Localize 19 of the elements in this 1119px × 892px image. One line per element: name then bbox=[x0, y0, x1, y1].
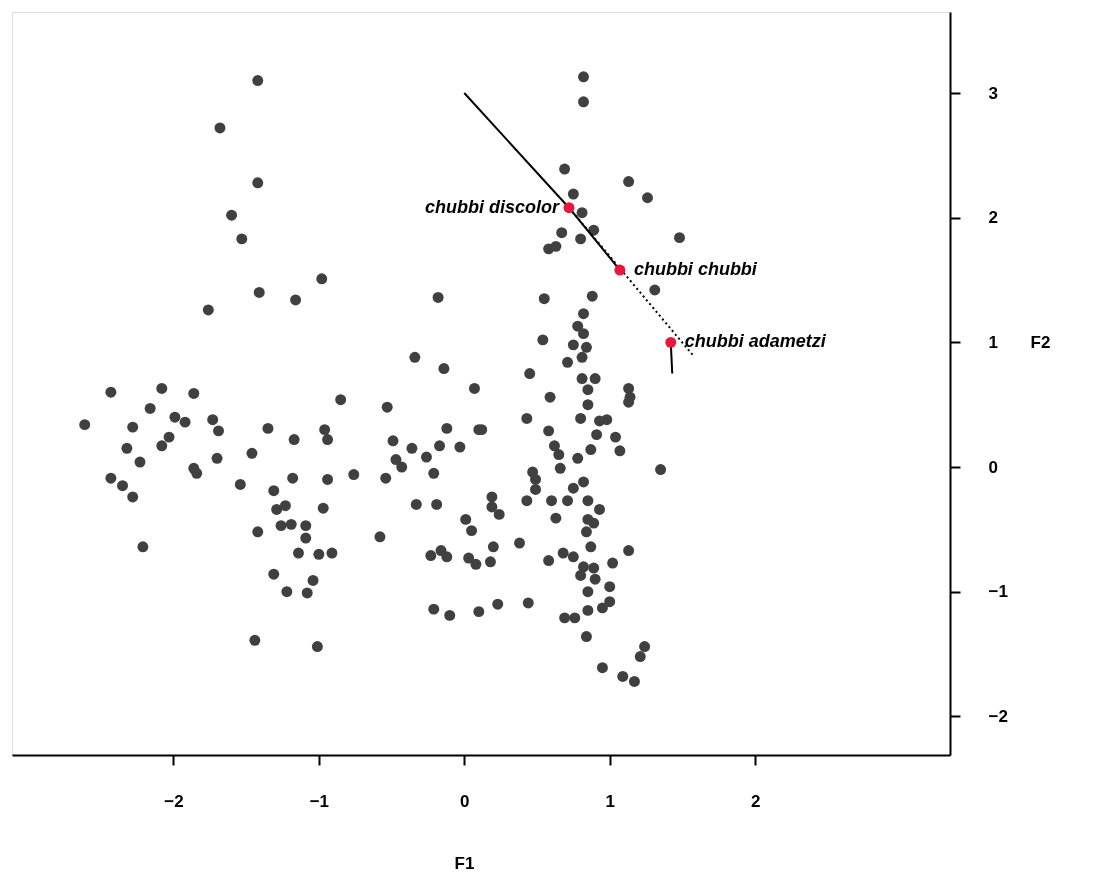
annotation: chubbi chubbi bbox=[633, 259, 758, 280]
x-tick-label: 0 bbox=[460, 791, 470, 811]
x-tick-label: 1 bbox=[605, 791, 615, 811]
x-tick-label: 2 bbox=[750, 791, 761, 811]
x-tick-label: −1 bbox=[309, 791, 330, 811]
y-axis-title: F2 bbox=[1030, 332, 1051, 352]
y-tick-label: −2 bbox=[988, 706, 1008, 726]
x-tick-label: −2 bbox=[164, 791, 184, 811]
point bbox=[614, 264, 626, 276]
y-tick-label: 1 bbox=[988, 332, 998, 352]
x-axis-title: F1 bbox=[454, 853, 475, 873]
y-tick-label: 3 bbox=[988, 83, 998, 103]
annotation: chubbi adametzi bbox=[684, 331, 827, 352]
point bbox=[665, 336, 677, 348]
point bbox=[563, 202, 575, 214]
y-tick-label: 2 bbox=[988, 208, 998, 228]
annotation: chubbi discolor bbox=[424, 196, 560, 217]
y-tick-label: −1 bbox=[988, 582, 1008, 602]
y-tick-label: 0 bbox=[988, 457, 998, 477]
